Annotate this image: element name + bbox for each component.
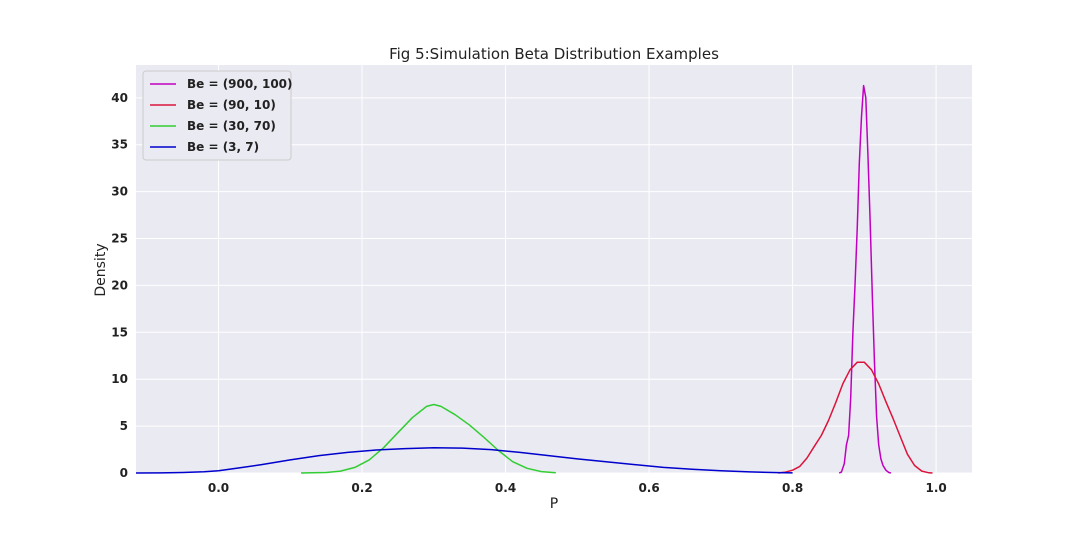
series-line: [135, 446, 793, 474]
tick-labels: 0.0 0.2 0.4 0.6 0.8 1.0 0 5 10 15 20 25 30 35 40: [111, 91, 946, 495]
x-tick-label: 0.0: [208, 481, 229, 495]
gridlines: [136, 65, 972, 474]
y-tick-label: 5: [120, 419, 128, 433]
legend: Be = (900, 100) Be = (90, 10) Be = (30, 70…: [142, 70, 293, 161]
y-tick-label: 15: [111, 325, 128, 339]
y-tick-label: 0: [120, 466, 128, 480]
series-lines: [135, 84, 933, 474]
y-tick-label: 25: [111, 232, 128, 246]
y-tick-label: 10: [111, 372, 128, 386]
y-tick-label: 40: [111, 91, 128, 105]
x-tick-label: 0.6: [638, 481, 659, 495]
legend-label: Be = (30, 70): [187, 119, 276, 133]
x-axis-label: P: [550, 496, 558, 512]
y-axis-label: Density: [93, 243, 109, 296]
series-line: [778, 361, 933, 474]
x-tick-label: 0.4: [495, 481, 516, 495]
series-line: [300, 403, 556, 474]
y-tick-label: 30: [111, 185, 128, 199]
y-tick-label: 35: [111, 138, 128, 152]
x-tick-label: 0.2: [351, 481, 372, 495]
x-tick-label: 0.8: [782, 481, 803, 495]
series-line: [838, 84, 892, 474]
x-tick-label: 1.0: [925, 481, 946, 495]
legend-label: Be = (3, 7): [187, 140, 259, 154]
legend-label: Be = (90, 10): [187, 98, 276, 112]
legend-box: [142, 70, 292, 161]
legend-label: Be = (900, 100): [187, 77, 293, 91]
y-tick-label: 20: [111, 278, 128, 292]
chart-title: Fig 5:Simulation Beta Distribution Examp…: [389, 45, 719, 63]
